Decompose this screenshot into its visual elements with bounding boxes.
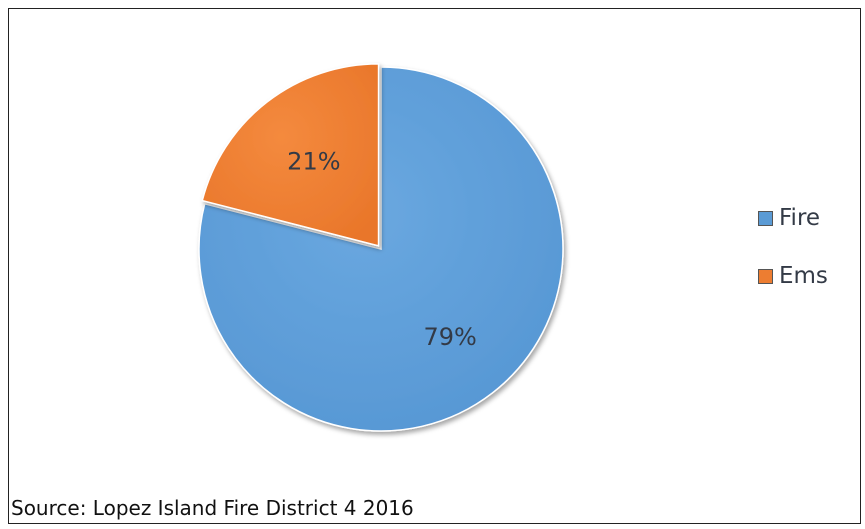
legend: Fire Ems: [758, 203, 828, 319]
source-note: Source: Lopez Island Fire District 4 201…: [11, 496, 414, 520]
data-label-fire: 79%: [423, 323, 476, 351]
legend-swatch-fire: [758, 211, 773, 226]
data-label-ems: 21%: [287, 147, 340, 175]
legend-label-ems: Ems: [779, 263, 828, 289]
legend-swatch-ems: [758, 269, 773, 284]
legend-item-fire[interactable]: Fire: [758, 203, 828, 233]
legend-label-fire: Fire: [779, 205, 820, 231]
legend-item-ems[interactable]: Ems: [758, 261, 828, 291]
